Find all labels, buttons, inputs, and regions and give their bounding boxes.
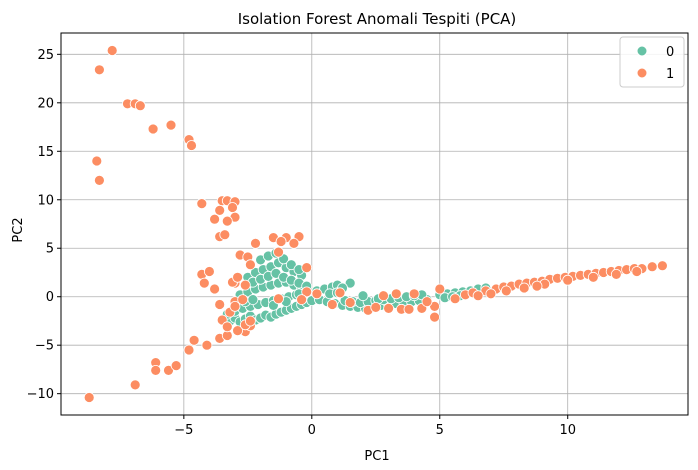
data-point-series-1 (134, 100, 146, 112)
data-point-series-1 (370, 301, 382, 313)
axis-ticks: −5 0 5 10 −10 −5 0 5 10 15 20 25 (27, 48, 576, 438)
data-point-series-1 (657, 260, 668, 272)
y-tick-label: 25 (37, 48, 54, 63)
data-point-series-1 (275, 236, 287, 247)
data-point-series-1 (301, 262, 313, 274)
legend-label-series-0: 0 (666, 45, 674, 60)
data-point-series-1 (239, 279, 251, 291)
data-point-series-1 (500, 285, 512, 297)
data-point-series-1 (334, 287, 346, 299)
data-point-series-1 (170, 360, 182, 372)
data-point-series-1 (434, 283, 446, 295)
chart-title: Isolation Forest Anomali Tespiti (PCA) (238, 10, 517, 28)
data-point-series-1 (587, 271, 599, 283)
data-point-series-1 (227, 202, 238, 213)
data-point-series-1 (147, 123, 159, 135)
x-tick-label: 10 (559, 423, 576, 438)
data-point-series-1 (244, 259, 256, 271)
data-point-series-1 (408, 288, 420, 300)
data-points (83, 45, 668, 403)
legend-box (619, 36, 685, 88)
data-point-series-1 (531, 280, 543, 292)
x-tick-label: 0 (308, 423, 316, 438)
data-point-series-1 (209, 213, 221, 225)
y-tick-label: 10 (37, 193, 54, 208)
data-point-series-1 (472, 290, 484, 302)
data-point-series-1 (250, 237, 261, 249)
data-point-series-1 (646, 261, 658, 273)
data-point-series-1 (150, 364, 162, 376)
data-point-series-1 (83, 392, 95, 403)
data-point-series-1 (209, 283, 221, 295)
data-point-series-0 (247, 294, 259, 306)
data-point-series-1 (214, 204, 226, 216)
data-point-series-1 (610, 268, 622, 280)
data-point-series-1 (518, 282, 530, 294)
data-point-series-1 (301, 286, 313, 298)
data-point-series-0 (344, 277, 356, 289)
data-point-series-1 (129, 379, 141, 391)
legend-marker-series-1 (636, 67, 648, 79)
data-point-series-1 (390, 288, 402, 300)
data-point-series-1 (232, 325, 244, 337)
y-tick-label: 0 (46, 290, 54, 305)
data-point-series-1 (273, 246, 284, 258)
data-point-series-1 (214, 299, 226, 310)
legend: 0 1 (619, 36, 685, 88)
data-point-series-1 (106, 45, 118, 56)
data-point-series-1 (273, 293, 284, 305)
data-point-series-1 (188, 334, 200, 346)
y-tick-label: −5 (35, 339, 54, 354)
data-point-series-1 (91, 155, 103, 167)
data-point-series-1 (562, 274, 574, 286)
data-point-series-1 (165, 119, 177, 131)
plot-frame (60, 32, 689, 416)
data-point-series-1 (421, 296, 433, 308)
data-point-series-1 (485, 288, 497, 300)
data-point-series-1 (429, 300, 441, 312)
y-axis-label: PC2 (11, 217, 26, 242)
data-point-series-1 (221, 215, 233, 227)
data-point-series-1 (449, 293, 461, 305)
data-point-series-1 (229, 300, 241, 312)
data-point-series-1 (244, 315, 256, 327)
data-point-series-1 (288, 237, 300, 249)
data-point-series-1 (232, 271, 244, 283)
data-point-series-0 (285, 259, 297, 271)
data-point-series-1 (94, 64, 105, 76)
legend-label-series-1: 1 (666, 67, 674, 82)
data-point-series-1 (221, 321, 233, 333)
data-point-series-1 (383, 302, 395, 314)
data-point-series-1 (186, 140, 197, 151)
data-point-series-1 (311, 288, 323, 300)
data-point-series-1 (198, 277, 210, 289)
y-tick-label: 15 (37, 145, 54, 160)
data-point-series-1 (219, 229, 231, 241)
data-point-series-1 (196, 198, 208, 210)
grid-lines (61, 33, 688, 415)
y-tick-label: 20 (37, 96, 54, 111)
data-point-series-1 (403, 303, 415, 315)
data-point-series-1 (163, 364, 174, 376)
legend-marker-series-0 (636, 45, 648, 57)
x-tick-label: −5 (174, 423, 193, 438)
data-point-series-1 (203, 266, 215, 277)
data-point-series-1 (237, 294, 249, 306)
data-point-series-1 (429, 311, 441, 323)
data-point-series-0 (357, 290, 369, 302)
data-point-series-1 (378, 290, 389, 302)
data-point-series-1 (201, 339, 213, 351)
y-tick-label: −10 (27, 387, 54, 402)
data-point-series-1 (296, 294, 308, 306)
data-point-series-1 (326, 299, 338, 310)
x-tick-label: 5 (436, 423, 444, 438)
data-point-series-1 (183, 344, 195, 356)
data-point-series-1 (94, 174, 105, 186)
x-axis-label: PC1 (364, 449, 389, 464)
y-tick-label: 5 (46, 242, 54, 257)
data-point-series-1 (631, 266, 643, 277)
data-point-series-1 (344, 297, 356, 308)
